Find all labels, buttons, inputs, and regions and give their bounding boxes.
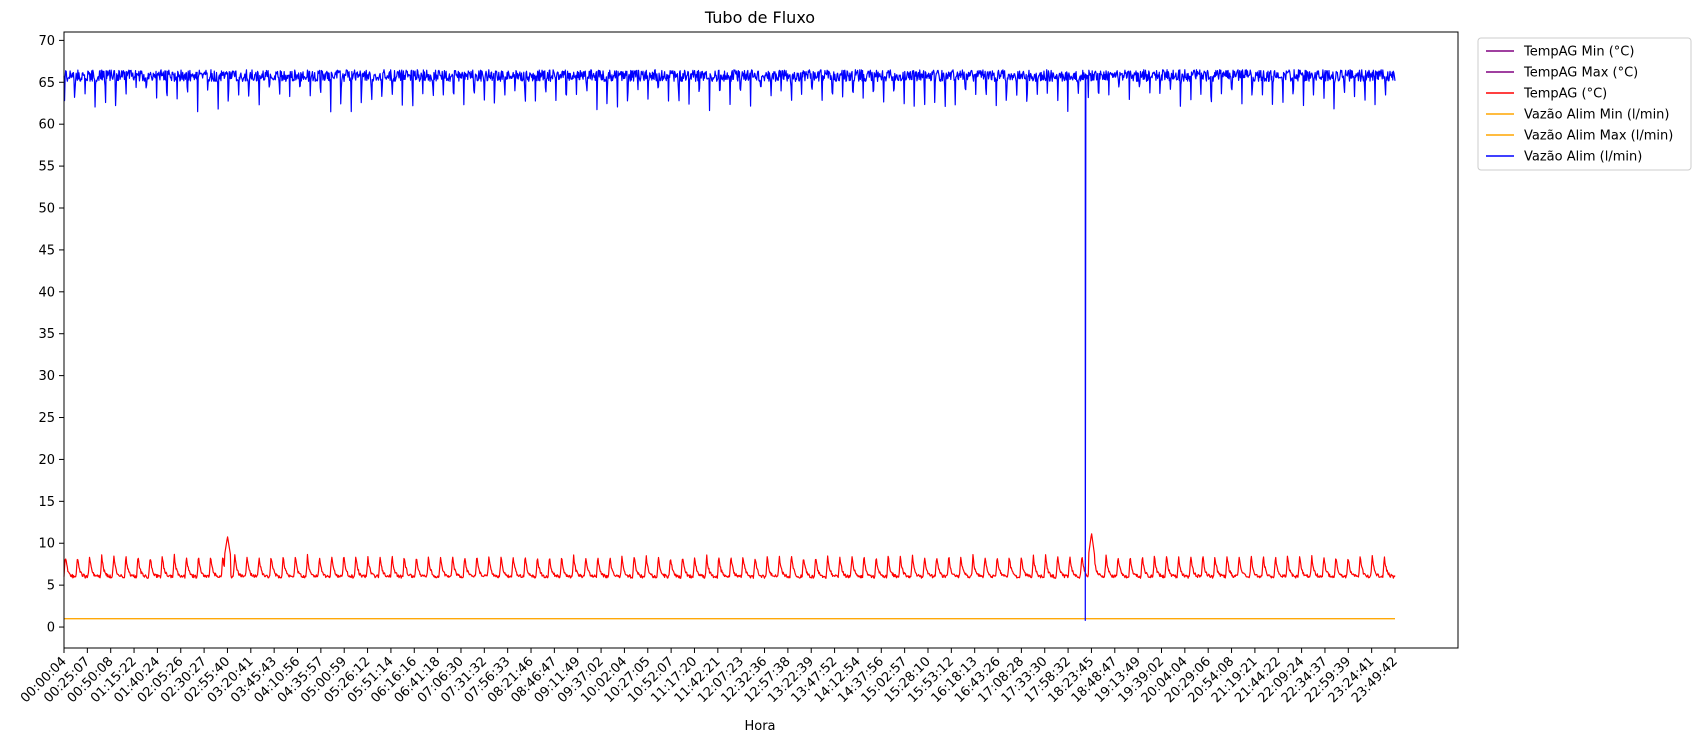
y-tick-label: 55 (38, 160, 55, 175)
x-axis-label: Hora (744, 719, 775, 734)
legend-label: TempAG (°C) (1523, 87, 1607, 102)
y-tick-label: 30 (38, 369, 55, 384)
y-tick-label: 40 (38, 285, 55, 300)
legend-label: Vazão Alim Max (l/min) (1524, 129, 1673, 144)
y-tick-label: 35 (38, 327, 55, 342)
chart-title: Tubo de Fluxo (704, 8, 815, 27)
y-tick-label: 5 (47, 579, 55, 594)
y-tick-label: 10 (38, 537, 55, 552)
legend-label: TempAG Min (°C) (1523, 45, 1634, 60)
y-tick-label: 65 (38, 76, 55, 91)
y-tick-label: 15 (38, 495, 55, 510)
y-tick-label: 0 (47, 621, 55, 636)
y-tick-label: 50 (38, 202, 55, 217)
series-line-5 (63, 69, 1396, 621)
legend-label: Vazão Alim (l/min) (1524, 150, 1642, 165)
y-tick-label: 25 (38, 411, 55, 426)
legend-label: TempAG Max (°C) (1523, 66, 1638, 81)
series-line-2 (63, 533, 1396, 579)
y-tick-label: 20 (38, 453, 55, 468)
y-axis: 0 5 10 15 20 25 30 35 40 45 50 55 60 65 70 (38, 34, 64, 636)
legend-frame (1477, 37, 1692, 171)
plot-series (63, 69, 1396, 621)
legend-label: Vazão Alim Min (l/min) (1524, 108, 1670, 123)
y-tick-label: 70 (38, 34, 55, 49)
y-tick-label: 45 (38, 243, 55, 258)
legend: TempAG Min (°C) TempAG Max (°C) TempAG (°C… (1477, 37, 1692, 171)
plot-area (63, 31, 1459, 649)
x-axis: 00:00:0400:25:0700:50:0801:15:2201:40:24… (18, 648, 1401, 706)
y-tick-label: 60 (38, 118, 55, 133)
